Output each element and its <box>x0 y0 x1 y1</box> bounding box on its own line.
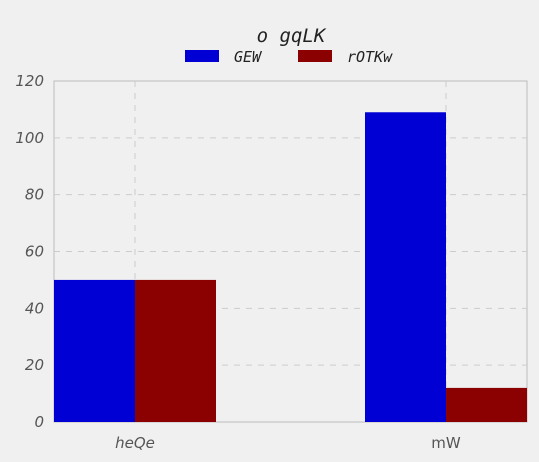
bar-rOTKw-heQe <box>135 279 216 422</box>
legend-swatch <box>298 50 332 62</box>
y-tick-label: 120 <box>15 72 44 90</box>
bar-GEW-heQe <box>54 279 135 422</box>
legend-label: GEW <box>234 48 263 66</box>
y-tick-label: 0 <box>34 413 44 431</box>
y-tick-label: 40 <box>25 299 44 317</box>
legend-swatch <box>185 50 219 62</box>
bars <box>54 112 527 422</box>
y-tick-label: 80 <box>25 186 44 204</box>
bar-GEW-mW <box>365 112 446 422</box>
bar-rOTKw-mW <box>446 387 527 422</box>
y-tick-label: 100 <box>15 129 44 147</box>
chart-title: o gqLK <box>257 25 327 47</box>
legend: GEW rOTKw <box>185 48 393 66</box>
x-axis: heQe mW <box>115 434 461 452</box>
y-axis: 0 20 40 60 80 100 120 <box>15 72 44 431</box>
legend-label: rOTKw <box>347 48 393 66</box>
y-tick-label: 20 <box>25 356 44 374</box>
x-tick-label: heQe <box>115 434 155 452</box>
x-tick-label: mW <box>431 434 461 452</box>
y-tick-label: 60 <box>25 243 44 261</box>
